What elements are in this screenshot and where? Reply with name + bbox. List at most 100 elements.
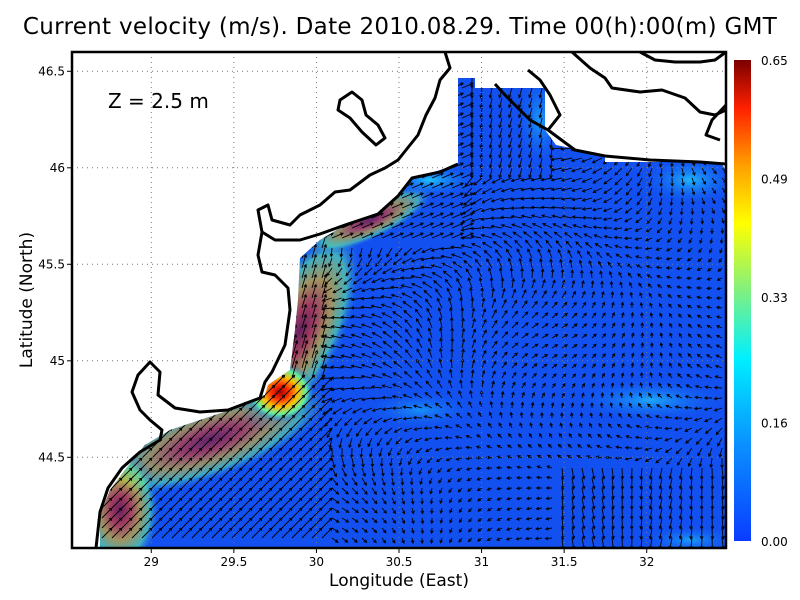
velocity-arrow — [311, 313, 318, 329]
velocity-arrow — [624, 217, 633, 223]
velocity-arrow — [401, 257, 413, 264]
velocity-arrow — [191, 142, 204, 149]
velocity-arrow — [620, 477, 625, 490]
velocity-arrow — [511, 288, 517, 299]
velocity-arrow — [681, 78, 693, 83]
velocity-arrow — [370, 295, 383, 300]
velocity-arrow — [715, 344, 723, 349]
velocity-arrow — [518, 157, 523, 169]
velocity-arrow — [382, 53, 393, 58]
velocity-arrow — [371, 202, 384, 209]
velocity-arrow — [241, 323, 248, 339]
velocity-arrow — [151, 232, 164, 239]
x-axis-ticks: 29 29.5 30 30.5 31 31.5 32 — [144, 548, 654, 569]
velocity-arrow — [122, 53, 133, 58]
velocity-arrow — [613, 147, 623, 155]
velocity-arrow — [488, 147, 493, 159]
velocity-arrow — [131, 243, 138, 259]
velocity-arrow — [101, 162, 114, 169]
velocity-arrow — [231, 253, 238, 269]
velocity-arrow — [461, 162, 474, 169]
velocity-arrow — [487, 422, 493, 429]
velocity-arrow — [191, 273, 198, 289]
velocity-arrow — [341, 152, 354, 159]
velocity-arrow — [639, 381, 644, 389]
velocity-arrow — [521, 353, 529, 359]
velocity-arrow — [201, 273, 208, 289]
velocity-arrow — [400, 284, 413, 289]
velocity-arrow — [151, 152, 164, 159]
velocity-arrow — [231, 363, 238, 379]
velocity-arrow — [161, 202, 174, 209]
velocity-arrow — [678, 477, 683, 490]
velocity-arrow — [500, 206, 513, 211]
colorbar-tick-label: 0.00 — [761, 535, 788, 549]
velocity-arrow — [461, 92, 474, 99]
velocity-arrow — [402, 416, 413, 421]
velocity-arrow — [427, 467, 433, 475]
velocity-arrow — [391, 142, 404, 149]
velocity-arrow — [291, 78, 304, 79]
velocity-arrow — [131, 192, 144, 199]
velocity-arrow — [301, 313, 308, 329]
velocity-arrow — [131, 232, 144, 239]
velocity-arrow — [454, 269, 463, 279]
velocity-arrow — [291, 253, 298, 269]
velocity-arrow — [581, 312, 587, 319]
velocity-arrow — [241, 233, 248, 249]
velocity-arrow — [330, 344, 343, 349]
velocity-arrow — [591, 497, 596, 510]
velocity-arrow — [350, 364, 363, 369]
velocity-arrow — [707, 267, 713, 272]
velocity-arrow — [201, 132, 214, 139]
velocity-arrow — [458, 497, 463, 503]
velocity-arrow — [111, 232, 124, 239]
velocity-arrow — [686, 257, 693, 262]
velocity-arrow — [171, 497, 183, 509]
velocity-arrow — [375, 257, 383, 267]
velocity-arrow — [452, 63, 463, 68]
velocity-arrow — [646, 217, 653, 224]
velocity-arrow — [521, 289, 527, 299]
velocity-arrow — [630, 311, 635, 319]
velocity-arrow — [211, 232, 224, 239]
velocity-arrow — [171, 82, 184, 89]
velocity-arrow — [420, 527, 425, 535]
velocity-arrow — [161, 437, 173, 449]
velocity-arrow — [101, 293, 108, 309]
velocity-arrow — [545, 486, 552, 490]
velocity-arrow — [659, 342, 664, 349]
velocity-arrow — [261, 477, 273, 489]
velocity-arrow — [381, 172, 394, 179]
velocity-arrow — [535, 526, 543, 531]
velocity-arrow — [181, 457, 193, 469]
velocity-arrow — [251, 233, 258, 249]
velocity-arrow — [330, 334, 343, 339]
velocity-arrow — [614, 177, 623, 186]
velocity-arrow — [351, 487, 359, 495]
velocity-arrow — [351, 152, 364, 159]
velocity-arrow — [201, 427, 213, 439]
velocity-arrow — [330, 315, 343, 320]
velocity-arrow — [422, 63, 433, 68]
velocity-arrow — [631, 117, 643, 124]
velocity-arrow — [507, 433, 513, 439]
velocity-arrow — [181, 263, 188, 279]
velocity-arrow — [121, 78, 134, 79]
velocity-arrow — [201, 477, 213, 489]
velocity-arrow — [485, 466, 493, 470]
velocity-arrow — [381, 122, 394, 129]
velocity-arrow — [538, 107, 543, 119]
velocity-arrow — [271, 243, 278, 259]
velocity-arrow — [625, 197, 633, 205]
velocity-arrow — [292, 53, 303, 58]
velocity-arrow — [101, 353, 108, 369]
velocity-arrow — [101, 152, 114, 159]
velocity-arrow — [419, 487, 424, 496]
velocity-arrow — [613, 235, 623, 240]
velocity-arrow — [589, 412, 594, 419]
velocity-arrow — [649, 382, 653, 389]
velocity-arrow — [331, 527, 340, 533]
velocity-arrow — [461, 348, 465, 359]
velocity-arrow — [291, 349, 299, 369]
